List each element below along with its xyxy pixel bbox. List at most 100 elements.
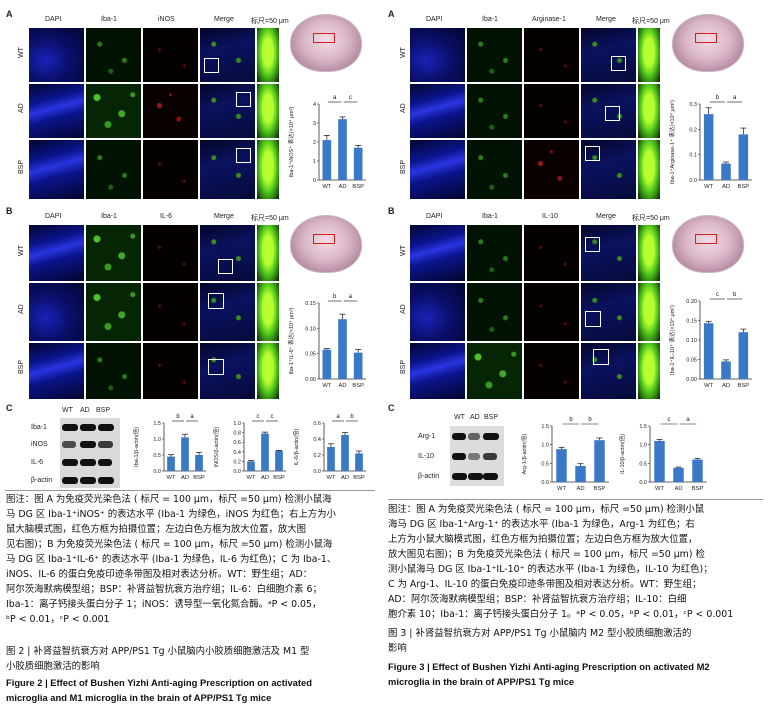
bar: [261, 433, 269, 471]
figure-note: 图注：图 A 为免疫荧光染色法 ( 标尺 = 100 μm，标尺 =50 μm)…: [6, 494, 337, 625]
inos-image: [143, 28, 198, 82]
zoom-image: [257, 225, 279, 281]
sig-label: b: [333, 294, 337, 300]
column-header: Iba-1: [482, 16, 498, 23]
dapi-image: [29, 140, 84, 199]
x-tick-label: WT: [655, 486, 664, 492]
y-tick-label: 0.00: [305, 377, 316, 383]
iba1-image: [86, 283, 141, 341]
bar-chart: 0.00 0.05 0.10 0.15 Iba-1⁺IL-6⁺ 表达(×10⁴ μm²)…: [285, 285, 370, 395]
y-tick-label: 0.6: [313, 421, 321, 427]
inos-image: [143, 140, 198, 199]
figure-title: 图 2 | 补肾益智抗衰方对 APP/PS1 Tg 小鼠脑内小胶质细胞激活及 M…: [6, 646, 310, 672]
x-tick-label: WT: [704, 184, 713, 190]
column-header: iNOS: [158, 16, 175, 23]
bar: [181, 437, 189, 471]
column-header: Iba-1: [101, 213, 117, 220]
iba1-image: [467, 283, 522, 341]
x-tick-label: WT: [166, 475, 175, 481]
zoom-image: [257, 84, 279, 138]
zoom-image: [638, 140, 660, 199]
bar: [195, 455, 203, 471]
iba1-image: [86, 140, 141, 199]
x-tick-label: BSP: [594, 486, 606, 492]
bar-chart: 0.0 0.5 1.0 1.5 Iba-1/β-actin(倍) WT AD BSP b a: [130, 405, 210, 487]
iba1-image: [467, 343, 522, 399]
column-header: DAPI: [45, 16, 62, 23]
merge-image: [200, 28, 255, 82]
arginase-image: [524, 28, 579, 82]
row-label: WT: [18, 245, 25, 256]
scale-label: 标尺=50 μm: [632, 18, 670, 25]
y-tick-label: 2: [313, 140, 316, 146]
bar: [341, 435, 349, 471]
y-axis-label: Iba-1⁺IL-10⁺ 表达(×10⁴ μm²): [668, 305, 676, 375]
zoom-image: [257, 140, 279, 199]
x-tick-label: BSP: [352, 184, 364, 190]
sig-label: a: [333, 95, 337, 101]
y-tick-label: 0.15: [305, 301, 316, 307]
column-header: DAPI: [426, 213, 443, 220]
y-tick-label: 0.05: [686, 358, 697, 364]
y-axis-label: iNOS/β-actin(倍): [212, 427, 220, 468]
merge-image: [200, 84, 255, 138]
inos-image: [143, 84, 198, 138]
y-tick-label: 0.2: [233, 459, 241, 465]
panel-label: A: [388, 9, 395, 19]
blot-group-label: BSP: [96, 407, 111, 414]
merge-image: [200, 283, 255, 341]
bar: [594, 440, 605, 482]
zoom-image: [638, 225, 660, 281]
blot-row-label: Iba-1: [31, 424, 47, 431]
y-axis-label: Arg-1/β-actin(倍): [520, 433, 528, 474]
x-tick-label: WT: [246, 475, 255, 481]
sig-label: a: [686, 417, 690, 423]
x-tick-label: AD: [722, 383, 730, 389]
y-tick-label: 1.0: [541, 443, 549, 449]
y-tick-label: 0.3: [689, 102, 697, 108]
left-figure: A DAPI Iba-1 iNOS Merge 标尺=50 μm WT AD B…: [0, 0, 383, 711]
y-axis-label: Iba-1⁺Arginase-1⁺ 表达(×10⁴ μm²): [668, 100, 676, 184]
sig-label: c: [271, 414, 274, 420]
y-tick-label: 1.5: [639, 424, 647, 430]
blot-row-label: Arg-1: [418, 433, 436, 440]
iba1-image: [467, 225, 522, 281]
dapi-image: [29, 283, 84, 341]
bar: [703, 323, 714, 379]
y-tick-label: 0.5: [639, 461, 647, 467]
y-tick-label: 0.0: [233, 469, 241, 475]
row-label: BSP: [18, 159, 25, 174]
bar: [275, 450, 283, 471]
bar: [247, 461, 255, 471]
blot-group-label: WT: [454, 414, 465, 421]
x-tick-label: BSP: [193, 475, 205, 481]
blot-group-label: WT: [62, 407, 73, 414]
x-tick-label: AD: [576, 486, 584, 492]
y-tick-label: 1.5: [153, 421, 161, 427]
bar: [721, 361, 731, 379]
y-tick-label: 1.5: [541, 424, 549, 430]
x-tick-label: WT: [326, 475, 335, 481]
y-tick-label: 4: [313, 102, 316, 108]
y-tick-label: 0.00: [686, 377, 697, 383]
merge-image: [200, 343, 255, 399]
y-tick-label: 0.2: [313, 453, 321, 459]
column-header: Arginase-1: [532, 16, 566, 23]
sig-label: a: [190, 414, 194, 420]
iba1-image: [86, 84, 141, 138]
row-label: AD: [18, 103, 25, 113]
y-tick-label: 0.4: [233, 450, 241, 456]
brain-diagram: [672, 14, 744, 72]
sig-label: b: [733, 292, 737, 298]
y-tick-label: 0.6: [233, 440, 241, 446]
bar: [353, 352, 363, 379]
dapi-image: [29, 343, 84, 399]
column-header: DAPI: [426, 16, 443, 23]
dapi-image: [410, 28, 465, 82]
bar: [322, 349, 332, 379]
x-tick-label: AD: [341, 475, 349, 481]
merge-image: [581, 343, 636, 399]
y-tick-label: 0.0: [689, 178, 697, 184]
merge-image: [200, 140, 255, 199]
y-axis-label: Iba-1/β-actin(倍): [132, 427, 140, 467]
